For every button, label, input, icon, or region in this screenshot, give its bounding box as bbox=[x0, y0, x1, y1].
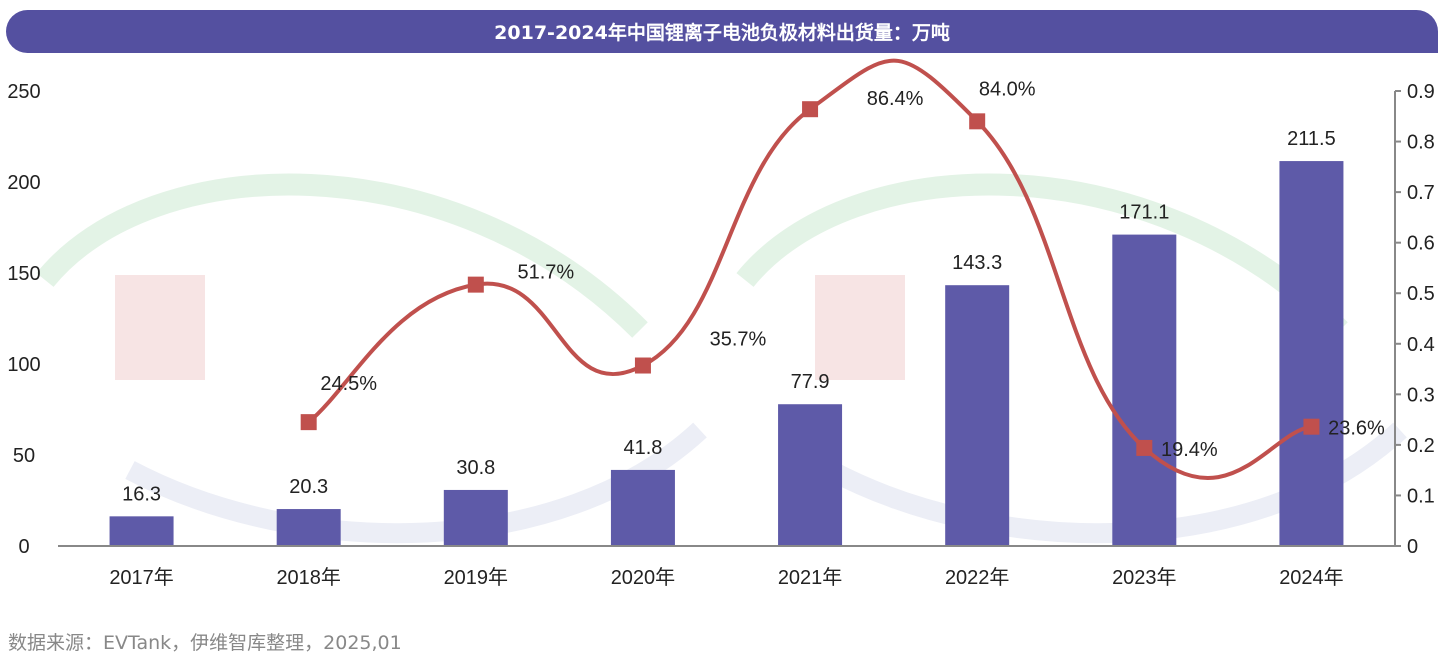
x-tick: 2019年 bbox=[444, 566, 509, 589]
growth-label: 51.7% bbox=[517, 262, 574, 284]
y-left-tick: 100 bbox=[7, 354, 40, 376]
bar-label: 16.3 bbox=[122, 483, 161, 505]
growth-label: 84.0% bbox=[979, 78, 1036, 100]
y-right-tick: 0.1 bbox=[1407, 485, 1435, 507]
bar-2023年 bbox=[1112, 234, 1177, 546]
bar-2018年 bbox=[276, 509, 341, 546]
y-left-tick: 0 bbox=[18, 536, 29, 558]
growth-label: 19.4% bbox=[1161, 439, 1218, 461]
y-right-tick: 0.8 bbox=[1407, 132, 1435, 154]
y-right-tick: 0 bbox=[1407, 536, 1418, 558]
growth-point-2024年 bbox=[1303, 418, 1320, 435]
x-tick: 2021年 bbox=[778, 566, 843, 589]
y-left-tick: 250 bbox=[7, 81, 40, 103]
y-right-tick: 0.7 bbox=[1407, 182, 1435, 204]
growth-label: 86.4% bbox=[867, 88, 924, 110]
bar-2022年 bbox=[945, 285, 1010, 546]
bar-2020年 bbox=[610, 469, 675, 546]
bar-label: 77.9 bbox=[791, 371, 830, 393]
growth-label: 24.5% bbox=[320, 373, 377, 395]
bar-2021年 bbox=[778, 404, 843, 546]
x-tick: 2020年 bbox=[611, 566, 676, 589]
bar-label: 211.5 bbox=[1287, 128, 1336, 150]
growth-point-2021年 bbox=[802, 101, 819, 118]
bar-label: 41.8 bbox=[623, 437, 662, 459]
y-right-tick: 0.6 bbox=[1407, 233, 1435, 255]
bar-2017年 bbox=[109, 516, 174, 546]
growth-label: 23.6% bbox=[1328, 418, 1385, 440]
watermark-seal bbox=[815, 275, 905, 380]
bar-2019年 bbox=[443, 489, 508, 546]
bar-label: 20.3 bbox=[289, 476, 328, 498]
y-left-tick: 150 bbox=[7, 263, 40, 285]
watermark-seal bbox=[115, 275, 205, 380]
y-right-tick: 0.3 bbox=[1407, 384, 1435, 406]
x-tick: 2024年 bbox=[1279, 566, 1344, 589]
source-note: 数据来源：EVTank，伊维智库整理，2025,01 bbox=[8, 632, 402, 654]
growth-point-2020年 bbox=[634, 357, 651, 374]
y-right-tick: 0.2 bbox=[1407, 435, 1435, 457]
y-right-tick: 0.4 bbox=[1407, 334, 1435, 356]
growth-point-2022年 bbox=[969, 113, 986, 130]
bar-label: 143.3 bbox=[952, 252, 1002, 274]
y-right-tick: 0.5 bbox=[1407, 283, 1435, 305]
growth-point-2018年 bbox=[300, 414, 317, 431]
growth-label: 35.7% bbox=[710, 329, 767, 351]
y-left-tick: 50 bbox=[13, 445, 35, 467]
chart: 16.3 20.3 30.8 41.8 77.9 143.3 171.1 211.5 0 50 10… bbox=[7, 58, 1435, 589]
watermark-swoosh bbox=[36, 173, 648, 338]
chart-title: 2017-2024年中国锂离子电池负极材料出货量：万吨 bbox=[6, 10, 1438, 53]
x-tick: 2023年 bbox=[1112, 566, 1177, 589]
y-left-tick: 200 bbox=[7, 172, 40, 194]
bar-label: 30.8 bbox=[456, 457, 495, 479]
x-tick: 2022年 bbox=[945, 566, 1010, 589]
watermark-swoosh bbox=[736, 173, 1348, 338]
growth-point-2019年 bbox=[467, 276, 484, 293]
y-right-tick: 0.9 bbox=[1407, 81, 1435, 103]
bar-label: 171.1 bbox=[1119, 202, 1169, 224]
bar-2024年 bbox=[1279, 161, 1344, 546]
x-tick: 2017年 bbox=[109, 566, 174, 589]
growth-point-2023年 bbox=[1136, 439, 1153, 456]
x-tick: 2018年 bbox=[276, 566, 341, 589]
